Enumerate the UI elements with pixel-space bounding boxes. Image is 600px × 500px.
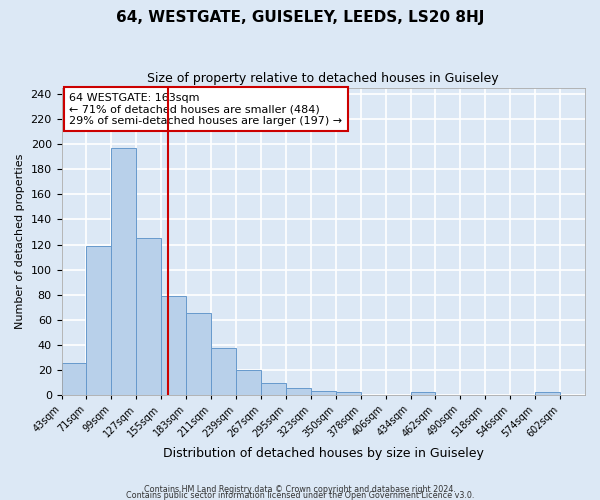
Text: 64, WESTGATE, GUISELEY, LEEDS, LS20 8HJ: 64, WESTGATE, GUISELEY, LEEDS, LS20 8HJ xyxy=(116,10,484,25)
Title: Size of property relative to detached houses in Guiseley: Size of property relative to detached ho… xyxy=(148,72,499,86)
Bar xyxy=(286,388,311,394)
Bar xyxy=(62,364,86,394)
Bar xyxy=(336,392,361,394)
Text: 64 WESTGATE: 163sqm
← 71% of detached houses are smaller (484)
29% of semi-detac: 64 WESTGATE: 163sqm ← 71% of detached ho… xyxy=(70,92,343,126)
Bar xyxy=(186,314,211,394)
Y-axis label: Number of detached properties: Number of detached properties xyxy=(15,154,25,329)
Bar xyxy=(161,296,186,394)
Bar xyxy=(261,384,286,394)
Bar xyxy=(136,238,161,394)
X-axis label: Distribution of detached houses by size in Guiseley: Distribution of detached houses by size … xyxy=(163,447,484,460)
Bar xyxy=(211,348,236,395)
Bar xyxy=(86,246,112,394)
Text: Contains public sector information licensed under the Open Government Licence v3: Contains public sector information licen… xyxy=(126,490,474,500)
Bar xyxy=(535,392,560,394)
Bar xyxy=(236,370,261,394)
Bar xyxy=(410,392,436,394)
Bar xyxy=(112,148,136,394)
Text: Contains HM Land Registry data © Crown copyright and database right 2024.: Contains HM Land Registry data © Crown c… xyxy=(144,484,456,494)
Bar xyxy=(311,391,336,394)
